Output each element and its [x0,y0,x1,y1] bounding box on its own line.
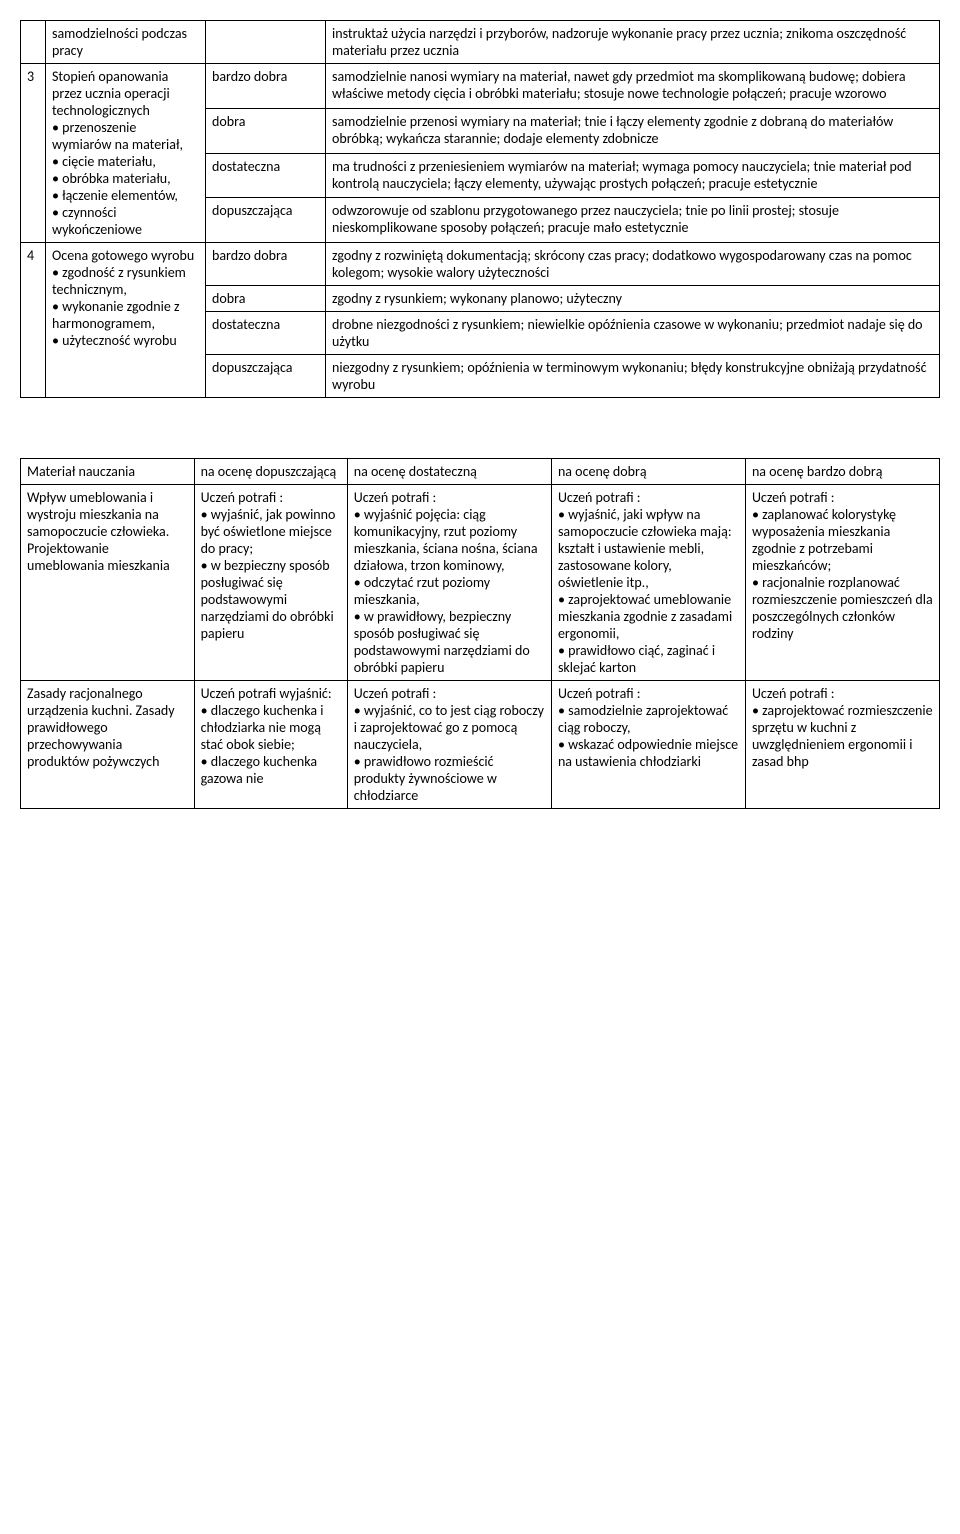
cell-text: instruktaż użycia narzędzi i przyborów, … [326,21,940,64]
cell-num: 3 [21,64,46,243]
cell-num [21,21,46,64]
cell: Uczeń potrafi : • samodzielnie zaprojekt… [551,681,745,809]
cell-desc: samodzielności podczas pracy [46,21,206,64]
criteria-table: samodzielności podczas pracy instruktaż … [20,20,940,398]
table-row: samodzielności podczas pracy instruktaż … [21,21,940,64]
table-row: 4 Ocena gotowego wyrobu • zgodność z rys… [21,243,940,286]
cell: Uczeń potrafi : • zaprojektować rozmiesz… [745,681,939,809]
cell-num: 4 [21,243,46,398]
cell-text: samodzielnie przenosi wymiary na materia… [326,108,940,153]
cell: Uczeń potrafi wyjaśnić: • dlaczego kuche… [194,681,347,809]
header-cell: na ocenę dopuszczającą [194,459,347,485]
cell: Zasady racjonalnego urządzenia kuchni. Z… [21,681,195,809]
header-cell: Materiał nauczania [21,459,195,485]
cell-text: drobne niezgodności z rysunkiem; niewiel… [326,312,940,355]
cell: Uczeń potrafi : • wyjaśnić, jak powinno … [194,485,347,681]
cell: Wpływ umeblowania i wystroju mieszkania … [21,485,195,681]
cell-text: odwzorowuje od szablonu przygotowanego p… [326,198,940,243]
cell-grade [206,21,326,64]
cell-desc: Ocena gotowego wyrobu • zgodność z rysun… [46,243,206,398]
cell-text: ma trudności z przeniesieniem wymiarów n… [326,153,940,198]
header-cell: na ocenę dostateczną [347,459,551,485]
cell-grade: bardzo dobra [206,64,326,109]
cell-grade: dobra [206,108,326,153]
cell-grade: dostateczna [206,312,326,355]
cell-grade: bardzo dobra [206,243,326,286]
cell: Uczeń potrafi : • wyjaśnić pojęcia: ciąg… [347,485,551,681]
cell: Uczeń potrafi : • wyjaśnić, jaki wpływ n… [551,485,745,681]
cell-grade: dostateczna [206,153,326,198]
table-header-row: Materiał nauczania na ocenę dopuszczając… [21,459,940,485]
table-row: Zasady racjonalnego urządzenia kuchni. Z… [21,681,940,809]
material-table: Materiał nauczania na ocenę dopuszczając… [20,458,940,809]
cell-text: zgodny z rysunkiem; wykonany planowo; uż… [326,286,940,312]
cell-grade: dopuszczająca [206,198,326,243]
cell-text: samodzielnie nanosi wymiary na materiał,… [326,64,940,109]
table-row: Wpływ umeblowania i wystroju mieszkania … [21,485,940,681]
section-spacer [20,398,940,458]
cell: Uczeń potrafi : • wyjaśnić, co to jest c… [347,681,551,809]
cell: Uczeń potrafi : • zaplanować kolorystykę… [745,485,939,681]
cell-grade: dopuszczająca [206,355,326,398]
cell-text: niezgodny z rysunkiem; opóźnienia w term… [326,355,940,398]
table-row: 3 Stopień opanowania przez ucznia operac… [21,64,940,109]
header-cell: na ocenę dobrą [551,459,745,485]
header-cell: na ocenę bardzo dobrą [745,459,939,485]
cell-desc: Stopień opanowania przez ucznia operacji… [46,64,206,243]
cell-grade: dobra [206,286,326,312]
cell-text: zgodny z rozwiniętą dokumentacją; skróco… [326,243,940,286]
